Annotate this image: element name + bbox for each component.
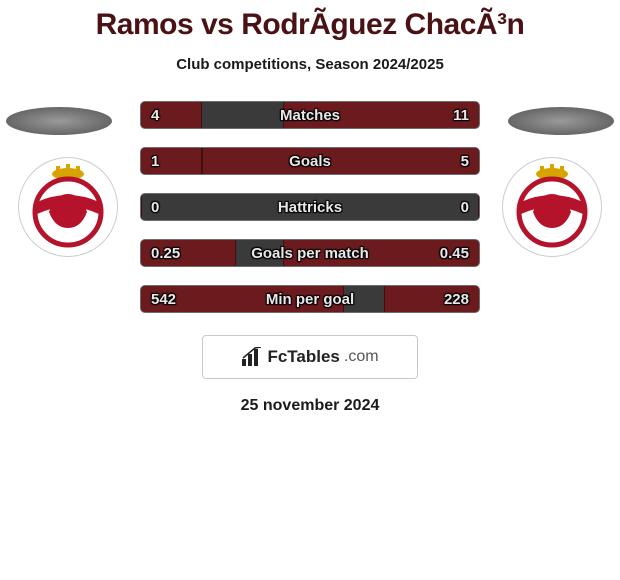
stat-bar-min-per-goal: 542228Min per goal: [140, 285, 480, 313]
stat-bar-matches: 411Matches: [140, 101, 480, 129]
stat-bar-goals-per-match: 0.250.45Goals per match: [140, 239, 480, 267]
bar-fill-right: [478, 194, 479, 220]
bar-fill-left: [141, 194, 142, 220]
brand-box[interactable]: FcTables .com: [202, 335, 418, 379]
bar-value-left: 0: [151, 194, 159, 220]
crest-left-svg: [31, 164, 105, 250]
bar-value-right: 5: [461, 148, 469, 174]
date-label: 25 november 2024: [0, 397, 620, 415]
team-crest-left: [18, 157, 118, 257]
bars-icon: [241, 347, 263, 367]
bar-value-right: 0: [461, 194, 469, 220]
subtitle: Club competitions, Season 2024/2025: [0, 56, 620, 73]
bar-value-left: 4: [151, 102, 159, 128]
crest-right-svg: [515, 164, 589, 250]
bar-fill-right: [202, 148, 479, 174]
bar-value-right: 0.45: [440, 240, 469, 266]
bar-value-left: 1: [151, 148, 159, 174]
comparison-arena: 411Matches15Goals00Hattricks0.250.45Goal…: [0, 101, 620, 313]
brand-name: FcTables: [267, 347, 339, 367]
bar-label: Hattricks: [141, 194, 479, 220]
bar-value-left: 542: [151, 286, 176, 312]
stat-bar-goals: 15Goals: [140, 147, 480, 175]
team-crest-right: [502, 157, 602, 257]
brand-domain: .com: [344, 348, 379, 366]
pedestal-right: [508, 107, 614, 135]
bar-value-left: 0.25: [151, 240, 180, 266]
bar-value-right: 228: [444, 286, 469, 312]
stat-bar-hattricks: 0 0Hattricks: [140, 193, 480, 221]
bar-fill-right: [283, 102, 479, 128]
pedestal-left: [6, 107, 112, 135]
stat-bars: 411Matches15Goals00Hattricks0.250.45Goal…: [140, 101, 480, 313]
bar-value-right: 11: [453, 102, 469, 128]
page-title: Ramos vs RodrÃ­guez ChacÃ³n: [0, 0, 620, 42]
